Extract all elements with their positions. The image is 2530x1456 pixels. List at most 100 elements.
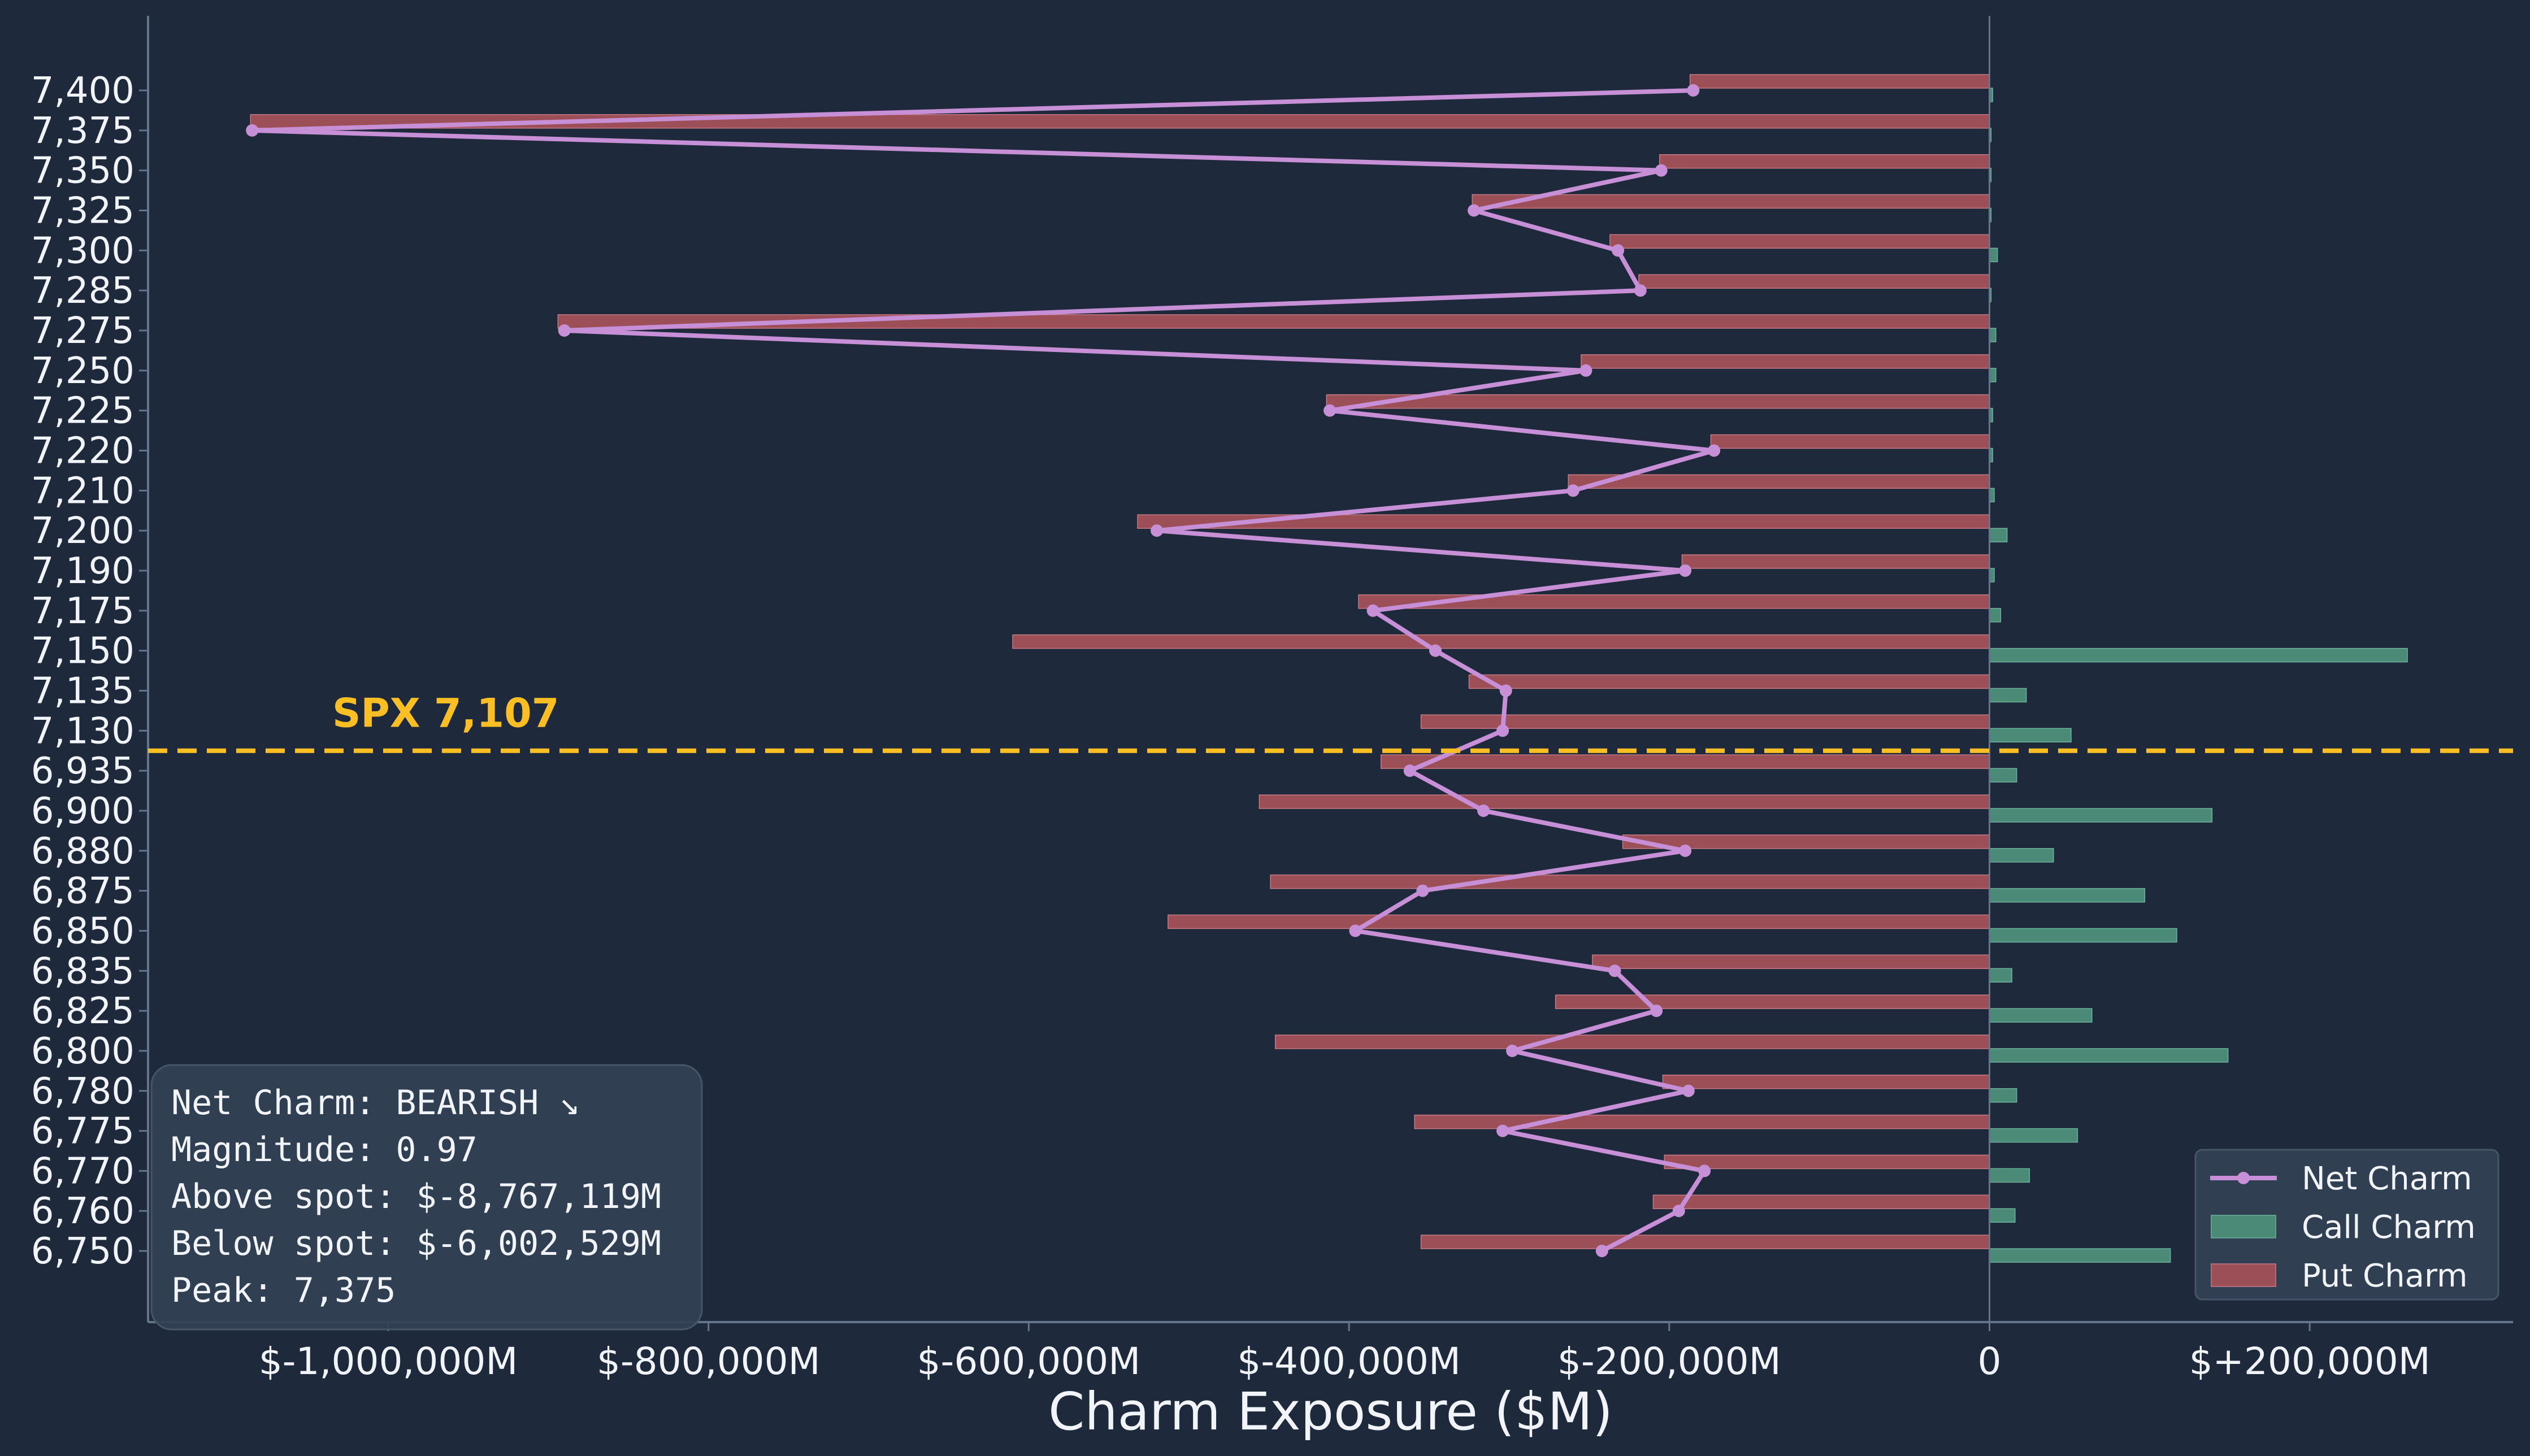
- call-charm-bar: [1989, 247, 1998, 263]
- put-charm-bar: [1622, 835, 1990, 849]
- call-charm-bar: [1989, 888, 2146, 903]
- x-tick-label: $-1,000,000M: [259, 1340, 518, 1383]
- call-charm-bar: [1989, 688, 2027, 703]
- call-charm-bar: [1989, 328, 1997, 342]
- y-tick-label: 6,835: [31, 950, 134, 992]
- y-tick-label: 7,175: [31, 590, 134, 632]
- put-charm-bar: [1420, 1235, 1990, 1249]
- x-tick-label: $-800,000M: [597, 1340, 821, 1383]
- call-charm-bar: [1989, 728, 2072, 743]
- put-charm-bar: [1274, 1035, 1990, 1049]
- y-tick-label: 7,275: [31, 310, 134, 352]
- net-charm-point: [1650, 1005, 1663, 1018]
- y-tick-label: 7,250: [31, 350, 134, 392]
- put-charm-bar: [1664, 1154, 1990, 1170]
- y-tick-label: 6,760: [31, 1190, 134, 1232]
- y-tick-label: 7,200: [31, 510, 134, 552]
- net-charm-point: [1566, 484, 1579, 497]
- net-charm-point: [1496, 724, 1509, 737]
- y-tick-label: 7,190: [31, 550, 134, 592]
- net-charm-point: [1499, 684, 1512, 697]
- call-charm-bar: [1989, 368, 1997, 383]
- y-tick-label: 6,750: [31, 1231, 134, 1272]
- put-charm-bar: [1581, 354, 1990, 369]
- net-charm-point: [1496, 1124, 1509, 1137]
- call-charm-bar: [1989, 848, 2054, 863]
- call-charm-bar: [1989, 1248, 2171, 1263]
- legend-label: Call Charm: [2302, 1209, 2476, 1246]
- put-charm-bar: [1472, 194, 1990, 209]
- net-charm-point: [1608, 964, 1621, 977]
- net-charm-point: [1682, 1084, 1695, 1097]
- net-charm-point: [1708, 444, 1721, 457]
- x-tick-label: $-400,000M: [1237, 1340, 1461, 1383]
- net-charm-point: [1698, 1164, 1711, 1177]
- net-charm-point: [1612, 244, 1625, 257]
- x-tick-label: 0: [1977, 1340, 2001, 1383]
- legend-swatch-bar: [2211, 1263, 2276, 1287]
- call-charm-bar: [1989, 608, 2002, 623]
- net-charm-line-layer: [246, 84, 1721, 1258]
- info-box-line: Magnitude: 0.97: [171, 1130, 478, 1170]
- y-tick-label: 7,210: [31, 470, 134, 512]
- y-tick-label: 7,300: [31, 230, 134, 272]
- y-tick-label: 7,325: [31, 190, 134, 232]
- call-charm-bar: [1989, 928, 2177, 943]
- net-charm-point: [1403, 764, 1416, 777]
- net-charm-point: [1634, 284, 1647, 297]
- call-charm-bar: [1989, 528, 2008, 542]
- y-tick-label: 7,375: [31, 110, 134, 152]
- net-charm-point: [1687, 84, 1700, 97]
- legend-box: [2194, 1149, 2499, 1301]
- net-charm-point: [1366, 604, 1379, 617]
- put-charm-bar: [1568, 474, 1990, 489]
- put-charm-bar: [1468, 674, 1990, 689]
- call-charm-bar: [1989, 647, 2408, 663]
- legend: Net Charm Call Charm Put Charm: [2194, 1149, 2499, 1301]
- legend-swatch-bar: [2211, 1215, 2276, 1238]
- call-charm-bar: [1989, 1128, 2078, 1143]
- net-charm-point: [1579, 364, 1592, 377]
- put-charm-bar: [1326, 394, 1990, 409]
- y-tick-label: 7,400: [31, 70, 134, 112]
- net-charm-point: [1655, 164, 1668, 177]
- y-tick-label: 7,135: [31, 670, 134, 712]
- call-charm-bar: [1989, 1048, 2229, 1063]
- info-box: Net Charm: BEARISH ↘ Magnitude: 0.97 Above…: [150, 1064, 703, 1331]
- put-charm-bar: [1270, 874, 1990, 889]
- legend-label: Put Charm: [2302, 1258, 2468, 1294]
- net-charm-point: [1416, 884, 1429, 897]
- info-box-line: Above spot: $-8,767,119M: [171, 1177, 661, 1216]
- x-tick-label: $-200,000M: [1557, 1340, 1781, 1383]
- y-tick-label: 6,780: [31, 1071, 134, 1112]
- y-tick-label: 7,225: [31, 390, 134, 432]
- y-tick-label: 6,880: [31, 831, 134, 872]
- call-charm-bar: [1989, 808, 2213, 823]
- net-charm-point: [246, 124, 259, 137]
- net-charm-point: [1679, 564, 1692, 577]
- put-charm-bar: [1168, 914, 1990, 929]
- put-charm-bar: [1638, 274, 1990, 289]
- call-charm-bar: [1989, 968, 2012, 983]
- put-charm-bar: [1592, 954, 1990, 970]
- net-charm-point: [1151, 524, 1164, 537]
- put-charm-bar: [1137, 514, 1990, 529]
- info-box-panel: [150, 1064, 703, 1331]
- y-tick-label: 6,770: [31, 1150, 134, 1192]
- net-charm-point: [1506, 1044, 1519, 1057]
- put-charm-bar: [1659, 154, 1990, 169]
- net-charm-point: [1679, 844, 1692, 857]
- put-charm-bar: [1555, 994, 1990, 1009]
- put-charm-bar: [1381, 754, 1990, 769]
- call-charm-bar: [1989, 1168, 2030, 1183]
- info-box-line: Net Charm: BEARISH ↘: [171, 1083, 579, 1123]
- y-tick-label: 6,900: [31, 790, 134, 832]
- net-charm-point: [1468, 204, 1481, 217]
- info-box-line: Below spot: $-6,002,529M: [171, 1224, 661, 1263]
- info-box-line: Peak: 7,375: [171, 1271, 396, 1310]
- x-axis-title: Charm Exposure ($M): [1048, 1381, 1613, 1442]
- y-tick-label: 6,775: [31, 1111, 134, 1153]
- axes-layer: 7,4007,3757,3507,3257,3007,2857,2757,250…: [31, 16, 2513, 1442]
- put-charm-bar: [1710, 434, 1990, 449]
- put-charm-bar: [1414, 1114, 1990, 1129]
